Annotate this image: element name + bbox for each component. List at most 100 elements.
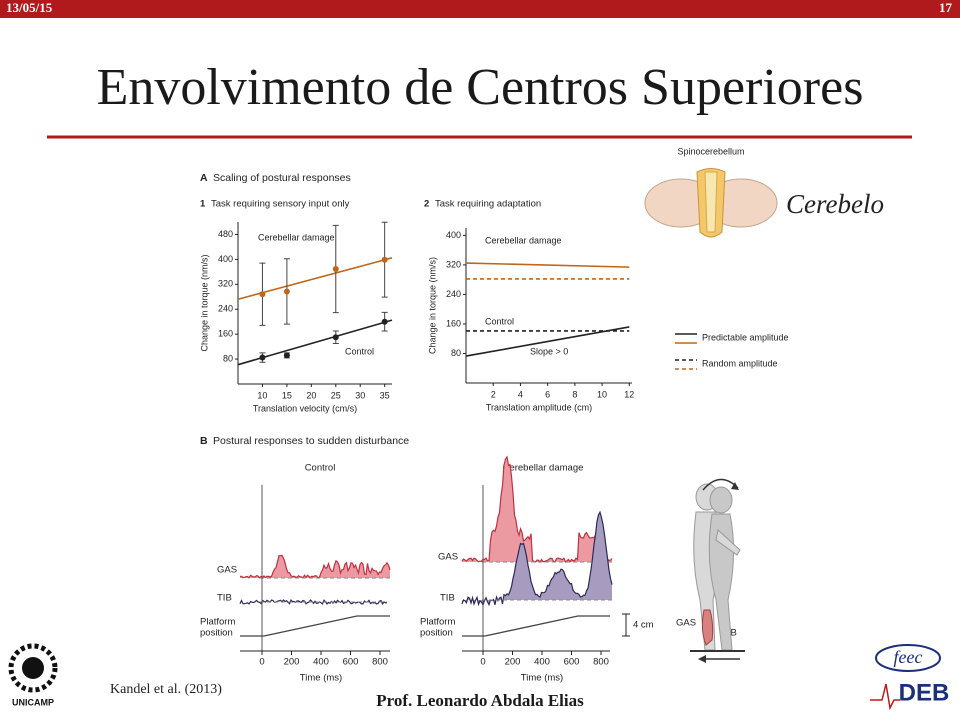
point [381, 318, 388, 325]
footer: Prof. Leonardo Abdala Elias [376, 691, 584, 710]
scale-bar-label: 4 cm [633, 620, 654, 631]
row-label: Platform [420, 617, 455, 628]
legend: Predictable amplitude Random amplitude [675, 332, 789, 370]
point [283, 352, 290, 359]
annotation: Slope > 0 [530, 346, 568, 356]
y-tick-label: 320 [218, 279, 233, 289]
platform-trace [462, 615, 610, 637]
cerebellum-illustration: Spinocerebellum [644, 146, 778, 238]
x-tick-label: 10 [257, 390, 267, 400]
y-tick-label: 80 [223, 353, 233, 363]
time-tick-label: 600 [564, 657, 580, 668]
chart: 2 Task requiring adaptation 80 160 240 320 400… [424, 199, 634, 413]
time-tick-label: 400 [534, 657, 550, 668]
time-tick-label: 800 [372, 657, 388, 668]
trace-fill [240, 555, 390, 578]
point [259, 291, 266, 298]
logo-text: UNICAMP [12, 697, 54, 707]
time-axis-labels: 0 200 400 600 800 Time (ms) [259, 651, 388, 684]
y-tick-label: 160 [218, 329, 233, 339]
chart-title: Task requiring sensory input only [211, 199, 350, 210]
caption: Kandel et al. (2013) [110, 682, 222, 697]
trace [461, 455, 613, 564]
x-tick-label: 15 [282, 390, 292, 400]
trace [239, 554, 391, 579]
panel-label: B [200, 435, 208, 447]
y-axis-label: Change in torque (nm/s) [199, 254, 209, 351]
time-tick-label: 200 [284, 657, 300, 668]
time-tick-label: 600 [343, 657, 359, 668]
y-tick-label: 320 [446, 259, 461, 269]
platform-trace [240, 615, 390, 637]
logo-text: feec [894, 647, 923, 667]
time-tick-label: 800 [593, 657, 609, 668]
x-axis-label: Translation amplitude (cm) [486, 402, 592, 412]
x-tick-label: 8 [572, 389, 577, 399]
x-tick-label: 20 [306, 390, 316, 400]
illustration-label: Spinocerebellum [677, 146, 744, 156]
chart-title: Task requiring adaptation [435, 199, 541, 210]
row-label: position [420, 628, 453, 639]
x-tick-label: 6 [545, 389, 550, 399]
scale-bar [622, 613, 630, 637]
time-tick-label: 200 [505, 657, 521, 668]
y-tick-label: 160 [446, 318, 461, 328]
x-tick-label: 35 [380, 390, 390, 400]
x-tick-label: 2 [491, 389, 496, 399]
side-label: Cerebelo [786, 189, 884, 219]
y-tick-label: 400 [446, 230, 461, 240]
slide-title: Envolvimento de Centros Superiores [97, 59, 864, 116]
y-tick-label: 80 [451, 348, 461, 358]
body-label: GAS [676, 618, 696, 629]
legend-label: Random amplitude [702, 358, 778, 368]
time-tick-label: 0 [480, 657, 485, 668]
x-tick-label: 30 [355, 390, 365, 400]
row-label: position [200, 628, 233, 639]
y-tick-label: 240 [446, 289, 461, 299]
time-axis-label: Time (ms) [300, 673, 342, 684]
series-line [465, 262, 630, 268]
time-tick-label: 0 [259, 657, 264, 668]
chart-number: 2 [424, 199, 429, 210]
feec-deb-logo: feec DEB [870, 644, 950, 711]
header-bar [0, 0, 960, 18]
time-tick-label: 400 [313, 657, 329, 668]
series-label: Cerebellar damage [258, 232, 335, 242]
y-tick-label: 240 [218, 304, 233, 314]
y-tick-label: 480 [218, 229, 233, 239]
series-label: Control [485, 316, 514, 326]
point [332, 334, 339, 341]
panel-label: A [200, 172, 208, 184]
panel-title: Scaling of postural responses [213, 172, 351, 184]
trace-fill [462, 456, 612, 562]
point [283, 288, 290, 295]
chart: 1 Task requiring sensory input only 80 160 2… [199, 199, 393, 413]
trace [461, 510, 613, 607]
person-illustration [690, 478, 745, 663]
point [332, 266, 339, 273]
point [381, 256, 388, 263]
panel-title: Postural responses to sudden disturbance [213, 435, 409, 447]
trace [239, 598, 388, 606]
x-tick-label: 25 [331, 390, 341, 400]
point [259, 354, 266, 361]
unicamp-logo: UNICAMP [8, 643, 58, 707]
row-label: TIB [440, 593, 455, 604]
legend-label: Predictable amplitude [702, 332, 789, 342]
x-tick-label: 12 [624, 389, 634, 399]
series-label: Cerebellar damage [485, 235, 562, 245]
chart-number: 1 [200, 199, 206, 210]
series-label: Control [345, 346, 374, 356]
x-axis-label: Translation velocity (cm/s) [253, 403, 357, 413]
time-axis-labels: 0 200 400 600 800 Time (ms) [480, 651, 609, 684]
row-label: Platform [200, 617, 235, 628]
date: 13/05/15 [6, 0, 53, 15]
logo-text: DEB [899, 679, 950, 706]
x-tick-label: 4 [518, 389, 523, 399]
column-label: Cerebellar damage [503, 463, 584, 474]
column-label: Control [305, 463, 336, 474]
x-tick-label: 10 [597, 389, 607, 399]
y-axis-label: Change in torque (nm/s) [427, 257, 437, 354]
